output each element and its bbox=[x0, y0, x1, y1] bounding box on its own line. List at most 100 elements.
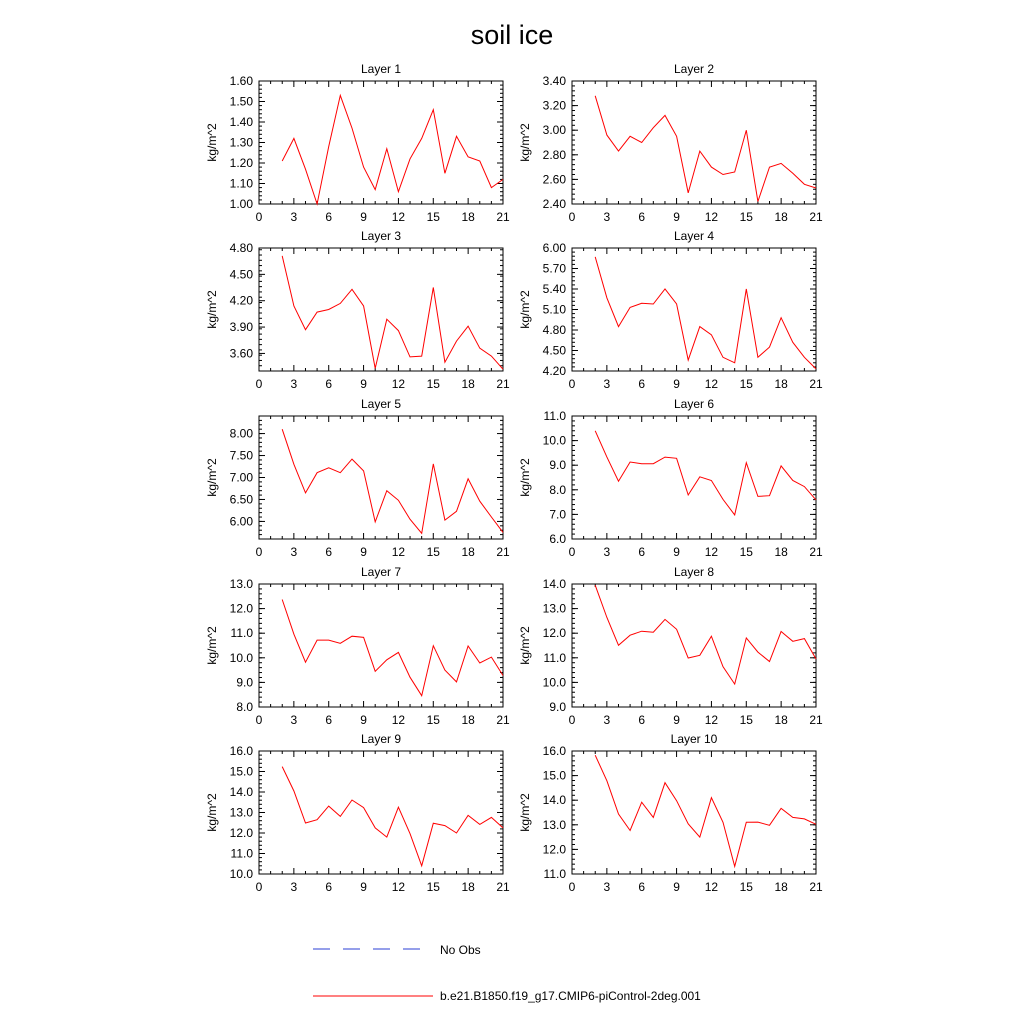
x-tick-label: 15 bbox=[427, 713, 441, 727]
y-tick-label: 3.20 bbox=[543, 99, 567, 113]
y-tick-label: 1.60 bbox=[230, 74, 254, 88]
x-tick-label: 21 bbox=[809, 377, 823, 391]
y-tick-label: 10.0 bbox=[230, 651, 254, 665]
panel-7: Layer 7 kg/m^2 0 3 6 9 12 15 18 21 8.0 9.0 10.0 11.0 1… bbox=[205, 565, 510, 727]
x-tick-label: 6 bbox=[638, 545, 645, 559]
y-tick-label: 3.90 bbox=[230, 320, 254, 334]
x-tick-label: 21 bbox=[496, 880, 510, 894]
panel-title: Layer 3 bbox=[361, 229, 401, 243]
x-tick-label: 6 bbox=[325, 377, 332, 391]
series-line bbox=[281, 429, 504, 535]
y-tick-label: 10.0 bbox=[543, 675, 567, 689]
x-tick-label: 9 bbox=[360, 545, 367, 559]
y-tick-label: 10.0 bbox=[543, 434, 567, 448]
y-tick-label: 11.0 bbox=[544, 867, 567, 881]
x-tick-label: 18 bbox=[461, 713, 475, 727]
y-tick-label: 3.40 bbox=[543, 74, 567, 88]
y-tick-label: 11.0 bbox=[544, 651, 567, 665]
y-tick-label: 5.10 bbox=[543, 303, 567, 317]
y-tick-label: 8.0 bbox=[236, 700, 253, 714]
panel-6: Layer 6 kg/m^2 0 3 6 9 12 15 18 21 6.0 7.0 8.0 9.0 10.… bbox=[518, 397, 823, 559]
panel-4: Layer 4 kg/m^2 0 3 6 9 12 15 18 21 4.20 4.50 4.80 5.1… bbox=[518, 229, 823, 391]
y-axis-label: kg/m^2 bbox=[518, 123, 532, 162]
y-tick-label: 5.40 bbox=[543, 282, 567, 296]
panel-title: Layer 10 bbox=[671, 732, 718, 746]
panel-title: Layer 6 bbox=[674, 397, 714, 411]
x-tick-label: 6 bbox=[325, 545, 332, 559]
x-tick-label: 0 bbox=[569, 210, 576, 224]
figure-title: soil ice bbox=[471, 20, 554, 50]
x-tick-label: 3 bbox=[604, 377, 611, 391]
y-tick-label: 7.00 bbox=[230, 471, 254, 485]
x-tick-label: 15 bbox=[740, 713, 754, 727]
series-line bbox=[281, 93, 504, 206]
y-tick-label: 14.0 bbox=[230, 785, 254, 799]
x-tick-label: 12 bbox=[705, 377, 719, 391]
x-tick-label: 3 bbox=[291, 713, 298, 727]
x-tick-label: 0 bbox=[256, 210, 263, 224]
y-tick-label: 11.0 bbox=[544, 409, 567, 423]
panel-8: Layer 8 kg/m^2 0 3 6 9 12 15 18 21 9.0 10.0 11.0 12.0… bbox=[518, 565, 823, 727]
series-line bbox=[594, 585, 817, 686]
y-tick-label: 9.0 bbox=[236, 675, 253, 689]
x-tick-label: 12 bbox=[705, 210, 719, 224]
y-tick-label: 8.0 bbox=[549, 483, 566, 497]
series-line bbox=[594, 754, 817, 869]
x-tick-label: 18 bbox=[774, 210, 788, 224]
panel-title: Layer 8 bbox=[674, 565, 714, 579]
x-tick-label: 21 bbox=[809, 880, 823, 894]
x-tick-label: 6 bbox=[638, 713, 645, 727]
y-tick-label: 12.0 bbox=[230, 826, 254, 840]
x-tick-label: 15 bbox=[427, 880, 441, 894]
y-tick-label: 16.0 bbox=[230, 744, 254, 758]
x-tick-label: 0 bbox=[569, 377, 576, 391]
x-tick-label: 12 bbox=[705, 545, 719, 559]
x-tick-label: 6 bbox=[638, 377, 645, 391]
y-tick-label: 9.0 bbox=[549, 458, 566, 472]
x-tick-label: 18 bbox=[461, 210, 475, 224]
y-tick-label: 8.00 bbox=[230, 427, 254, 441]
plot-frame bbox=[258, 583, 504, 708]
y-tick-label: 14.0 bbox=[543, 577, 567, 591]
plot-frame bbox=[571, 583, 817, 708]
x-tick-label: 21 bbox=[809, 545, 823, 559]
y-axis-label: kg/m^2 bbox=[205, 123, 219, 162]
y-axis-label: kg/m^2 bbox=[205, 290, 219, 329]
x-tick-label: 12 bbox=[392, 545, 406, 559]
x-tick-label: 0 bbox=[256, 880, 263, 894]
y-axis-label: kg/m^2 bbox=[205, 793, 219, 832]
panel-title: Layer 4 bbox=[674, 229, 714, 243]
y-axis-label: kg/m^2 bbox=[205, 458, 219, 497]
x-tick-label: 9 bbox=[673, 210, 680, 224]
y-tick-label: 15.0 bbox=[543, 769, 567, 783]
y-tick-label: 4.80 bbox=[543, 323, 567, 337]
x-tick-label: 9 bbox=[360, 880, 367, 894]
y-tick-label: 11.0 bbox=[231, 847, 254, 861]
y-axis-label: kg/m^2 bbox=[518, 626, 532, 665]
x-tick-label: 12 bbox=[392, 713, 406, 727]
y-tick-label: 3.60 bbox=[230, 346, 254, 360]
x-tick-label: 15 bbox=[740, 210, 754, 224]
y-axis-label: kg/m^2 bbox=[518, 290, 532, 329]
series-line bbox=[594, 256, 817, 370]
y-axis-label: kg/m^2 bbox=[205, 626, 219, 665]
panel-1: Layer 1 kg/m^2 0 3 6 9 12 15 18 21 1.00 1.10 1.20 1.3… bbox=[205, 62, 510, 224]
x-tick-label: 12 bbox=[392, 377, 406, 391]
panel-9: Layer 9 kg/m^2 0 3 6 9 12 15 18 21 10.0 11.0 12.0 13.… bbox=[205, 732, 510, 894]
panel-5: Layer 5 kg/m^2 0 3 6 9 12 15 18 21 6.00 6.50 7.00 7.5… bbox=[205, 397, 510, 559]
series-line bbox=[281, 255, 504, 370]
legend: No Obs b.e21.B1850.f19_g17.CMIP6-piContr… bbox=[313, 943, 701, 1003]
y-tick-label: 4.50 bbox=[543, 344, 567, 358]
y-tick-label: 13.0 bbox=[543, 602, 567, 616]
plot-frame bbox=[571, 415, 817, 540]
series-line bbox=[594, 95, 817, 202]
y-tick-label: 2.60 bbox=[543, 172, 567, 186]
y-tick-label: 7.50 bbox=[230, 449, 254, 463]
x-tick-label: 9 bbox=[673, 377, 680, 391]
y-tick-label: 2.80 bbox=[543, 148, 567, 162]
x-tick-label: 0 bbox=[256, 377, 263, 391]
x-tick-label: 15 bbox=[740, 545, 754, 559]
y-tick-label: 6.0 bbox=[549, 532, 566, 546]
y-tick-label: 4.80 bbox=[230, 241, 254, 255]
x-tick-label: 9 bbox=[673, 713, 680, 727]
